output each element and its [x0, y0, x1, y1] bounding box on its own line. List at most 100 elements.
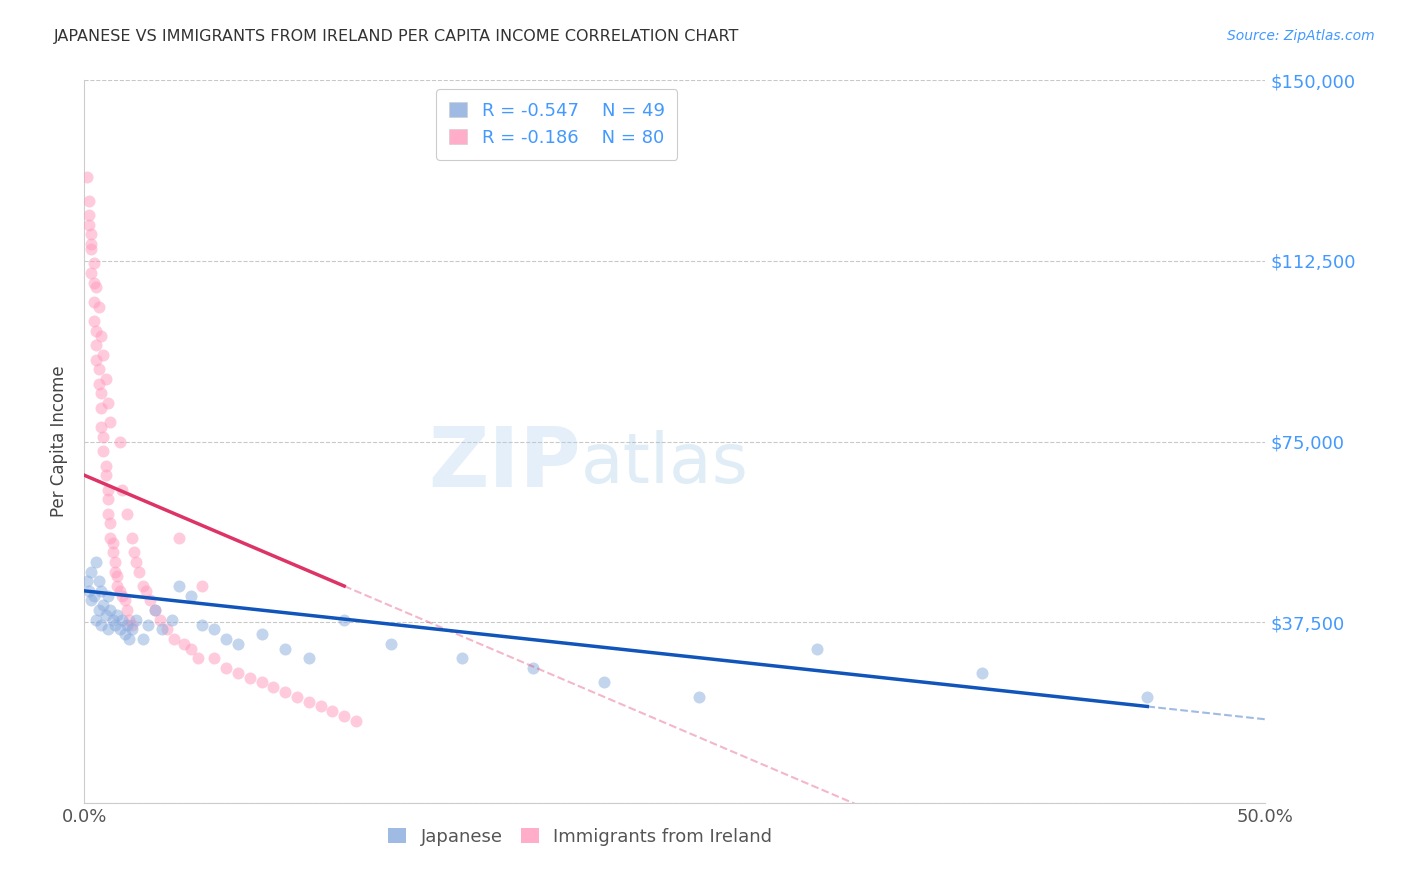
Point — [309, 699, 332, 714]
Point — [111, 613, 134, 627]
Point — [80, 266, 103, 280]
Point — [90, 420, 112, 434]
Point — [143, 603, 166, 617]
Point — [202, 623, 225, 637]
Point — [139, 593, 162, 607]
Text: ZIP: ZIP — [427, 423, 581, 504]
Point — [84, 555, 107, 569]
Point — [94, 607, 117, 622]
Point — [121, 531, 143, 545]
Point — [321, 704, 343, 718]
Point — [98, 415, 121, 429]
Point — [688, 690, 710, 704]
Point — [97, 507, 120, 521]
Point — [215, 632, 238, 646]
Point — [83, 276, 105, 290]
Point — [107, 579, 129, 593]
Point — [104, 617, 127, 632]
Point — [97, 623, 120, 637]
Point — [156, 623, 179, 637]
Text: Source: ZipAtlas.com: Source: ZipAtlas.com — [1227, 29, 1375, 43]
Point — [262, 680, 284, 694]
Point — [97, 396, 120, 410]
Point — [84, 352, 107, 367]
Point — [87, 362, 110, 376]
Point — [118, 632, 141, 646]
Point — [94, 468, 117, 483]
Point — [143, 603, 166, 617]
Point — [90, 617, 112, 632]
Point — [114, 627, 136, 641]
Point — [125, 613, 148, 627]
Point — [77, 218, 100, 232]
Point — [107, 569, 129, 583]
Point — [84, 613, 107, 627]
Point — [83, 314, 105, 328]
Point — [167, 531, 190, 545]
Point — [970, 665, 993, 680]
Point — [226, 637, 249, 651]
Point — [80, 593, 103, 607]
Point — [108, 623, 131, 637]
Point — [149, 613, 172, 627]
Legend: Japanese, Immigrants from Ireland: Japanese, Immigrants from Ireland — [380, 819, 782, 855]
Point — [87, 574, 110, 589]
Point — [121, 623, 143, 637]
Point — [380, 637, 402, 651]
Point — [128, 565, 150, 579]
Point — [90, 401, 112, 415]
Y-axis label: Per Capita Income: Per Capita Income — [51, 366, 69, 517]
Point — [135, 583, 157, 598]
Point — [84, 280, 107, 294]
Point — [191, 579, 214, 593]
Point — [77, 583, 100, 598]
Point — [180, 641, 202, 656]
Point — [285, 690, 308, 704]
Point — [90, 583, 112, 598]
Point — [104, 555, 127, 569]
Point — [83, 294, 105, 309]
Point — [80, 242, 103, 256]
Point — [76, 169, 98, 184]
Point — [101, 545, 124, 559]
Point — [80, 237, 103, 252]
Point — [451, 651, 474, 665]
Point — [191, 617, 214, 632]
Point — [84, 324, 107, 338]
Point — [107, 607, 129, 622]
Point — [115, 603, 138, 617]
Point — [226, 665, 249, 680]
Point — [132, 579, 155, 593]
Point — [250, 627, 273, 641]
Point — [108, 434, 131, 449]
Point — [202, 651, 225, 665]
Point — [87, 376, 110, 391]
Point — [118, 613, 141, 627]
Point — [101, 613, 124, 627]
Point — [115, 507, 138, 521]
Point — [136, 617, 159, 632]
Point — [111, 483, 134, 497]
Point — [101, 535, 124, 549]
Point — [94, 372, 117, 386]
Point — [333, 709, 356, 723]
Point — [114, 593, 136, 607]
Point — [97, 589, 120, 603]
Point — [90, 386, 112, 401]
Point — [94, 458, 117, 473]
Point — [91, 444, 114, 458]
Point — [167, 579, 190, 593]
Point — [91, 348, 114, 362]
Point — [298, 651, 321, 665]
Point — [77, 208, 100, 222]
Point — [173, 637, 195, 651]
Point — [122, 545, 145, 559]
Point — [274, 641, 297, 656]
Point — [104, 565, 127, 579]
Point — [298, 695, 321, 709]
Point — [806, 641, 828, 656]
Point — [180, 589, 202, 603]
Point — [87, 603, 110, 617]
Point — [98, 531, 121, 545]
Text: atlas: atlas — [581, 430, 748, 497]
